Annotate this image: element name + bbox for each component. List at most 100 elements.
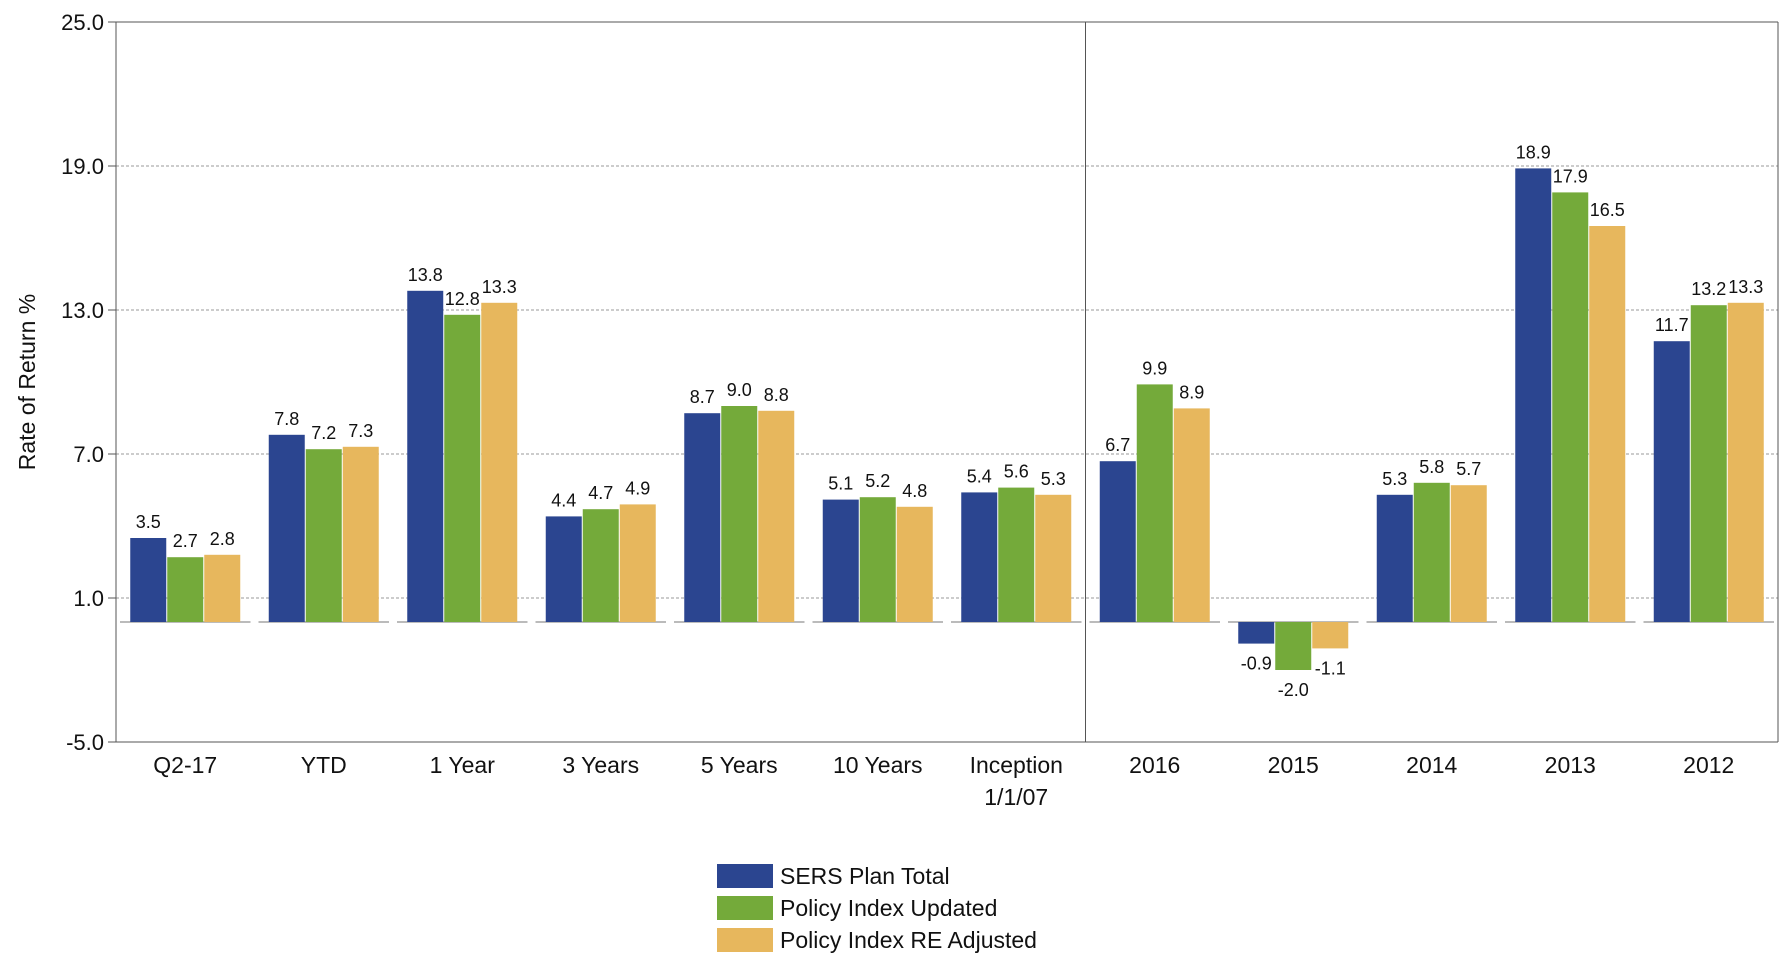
data-labels-layer: 3.52.7 2.87.87.2 7.313.812.813.34.4 4.7 4.98… xyxy=(136,142,1764,700)
y-tick-label: 19.0 xyxy=(61,154,104,179)
data-label: -0.9 xyxy=(1241,654,1272,674)
data-label: 8.9 xyxy=(1179,382,1204,402)
bar xyxy=(1552,192,1589,622)
legend-label: SERS Plan Total xyxy=(780,863,950,889)
data-label: 5.1 xyxy=(828,474,853,494)
bar xyxy=(1136,384,1173,622)
legend: SERS Plan Total Policy Index Updated Polic… xyxy=(717,863,1037,953)
x-tick-label: 1/1/07 xyxy=(984,784,1048,810)
x-tick-label: 2016 xyxy=(1129,752,1180,778)
y-tick-label: 7.0 xyxy=(73,442,104,467)
data-label: 4.8 xyxy=(902,481,927,501)
x-tick-label: 10 Years xyxy=(833,752,923,778)
data-label: 5.3 xyxy=(1382,469,1407,489)
data-label: 2.7 xyxy=(173,531,198,551)
data-label: 4.4 xyxy=(551,490,576,510)
y-tick-label: 25.0 xyxy=(61,10,104,35)
bar xyxy=(342,446,379,622)
x-tick-label: Q2-17 xyxy=(153,752,217,778)
data-label: -1.1 xyxy=(1315,658,1346,678)
x-tick-label: 2015 xyxy=(1268,752,1319,778)
data-label: 7.2 xyxy=(311,423,336,443)
data-label: 5.8 xyxy=(1419,457,1444,477)
data-label: 2.8 xyxy=(210,529,235,549)
bar xyxy=(758,410,795,622)
bar xyxy=(896,506,933,622)
axes-layer: 25.0 19.0 13.0 7.0 1.0 -5.0 Rate of Return % Q2… xyxy=(14,10,1779,810)
x-tick-label: 3 Years xyxy=(562,752,639,778)
x-tick-label: 2013 xyxy=(1545,752,1596,778)
bar xyxy=(684,413,721,622)
data-label: 8.7 xyxy=(690,387,715,407)
legend-label: Policy Index Updated xyxy=(780,895,997,921)
data-label: 9.0 xyxy=(727,380,752,400)
x-tick-label: YTD xyxy=(301,752,347,778)
bar xyxy=(204,554,241,622)
bar xyxy=(444,314,481,622)
bar xyxy=(1653,341,1690,622)
y-axis-title: Rate of Return % xyxy=(14,294,40,470)
bar xyxy=(167,557,204,622)
bar xyxy=(1238,622,1275,644)
bar xyxy=(268,434,305,622)
bar xyxy=(1690,305,1727,622)
y-tick-label: -5.0 xyxy=(66,730,104,755)
data-label: 12.8 xyxy=(445,289,480,309)
bar xyxy=(998,487,1035,622)
bar xyxy=(1173,408,1210,622)
bar xyxy=(407,290,444,622)
bar xyxy=(619,504,656,622)
bar xyxy=(1450,485,1487,622)
bar xyxy=(545,516,582,622)
data-label: 7.3 xyxy=(348,421,373,441)
data-label: 5.7 xyxy=(1456,459,1481,479)
bar xyxy=(1275,622,1312,670)
data-label: 17.9 xyxy=(1553,166,1588,186)
data-label: 16.5 xyxy=(1590,200,1625,220)
data-label: 4.9 xyxy=(625,478,650,498)
x-tick-label: 2012 xyxy=(1683,752,1734,778)
data-label: 13.2 xyxy=(1691,279,1726,299)
bars-layer xyxy=(130,168,1764,670)
data-label: 8.8 xyxy=(764,385,789,405)
x-tick-label: Inception xyxy=(970,752,1063,778)
data-label: 18.9 xyxy=(1516,142,1551,162)
bar xyxy=(305,449,342,622)
data-label: 13.3 xyxy=(1728,277,1763,297)
x-tick-label: 2014 xyxy=(1406,752,1457,778)
x-tick-label: 1 Year xyxy=(430,752,496,778)
bar xyxy=(1312,622,1349,649)
bar xyxy=(721,406,758,622)
bar xyxy=(1413,482,1450,622)
data-label: 5.4 xyxy=(967,466,992,486)
data-label: 13.3 xyxy=(482,277,517,297)
legend-swatch xyxy=(717,864,773,888)
data-label: 5.2 xyxy=(865,471,890,491)
bar xyxy=(1589,226,1626,622)
data-label: -2.0 xyxy=(1278,680,1309,700)
legend-swatch xyxy=(717,928,773,952)
bar xyxy=(859,497,896,622)
bar xyxy=(822,499,859,622)
bar xyxy=(1515,168,1552,622)
data-label: 13.8 xyxy=(408,265,443,285)
bar xyxy=(961,492,998,622)
data-label: 3.5 xyxy=(136,512,161,532)
bar xyxy=(1376,494,1413,622)
data-label: 6.7 xyxy=(1105,435,1130,455)
bar xyxy=(481,302,518,622)
data-label: 5.6 xyxy=(1004,462,1029,482)
bar xyxy=(1099,461,1136,622)
bar xyxy=(1035,494,1072,622)
y-tick-label: 1.0 xyxy=(73,586,104,611)
y-tick-label: 13.0 xyxy=(61,298,104,323)
data-label: 4.7 xyxy=(588,483,613,503)
legend-label: Policy Index RE Adjusted xyxy=(780,927,1037,953)
bar xyxy=(130,538,167,622)
legend-swatch xyxy=(717,896,773,920)
bar xyxy=(582,509,619,622)
data-label: 11.7 xyxy=(1655,315,1689,335)
data-label: 7.8 xyxy=(274,409,299,429)
